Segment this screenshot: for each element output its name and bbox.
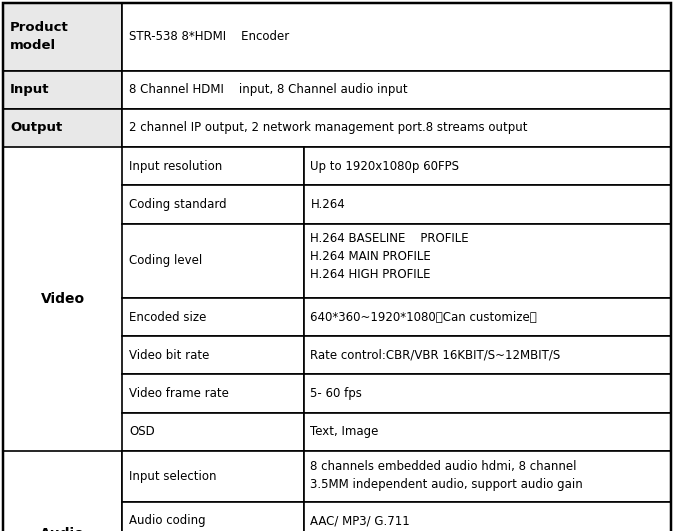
Bar <box>122 185 303 224</box>
Bar <box>122 298 303 336</box>
Text: Input resolution: Input resolution <box>129 160 222 173</box>
Bar <box>122 413 303 451</box>
Text: Audio coding: Audio coding <box>129 515 206 527</box>
Text: AAC/ MP3/ G.711: AAC/ MP3/ G.711 <box>310 515 410 527</box>
Bar <box>122 109 671 147</box>
Bar <box>303 336 671 374</box>
Text: Rate control:CBR/VBR 16KBIT/S~12MBIT/S: Rate control:CBR/VBR 16KBIT/S~12MBIT/S <box>310 349 561 362</box>
Bar <box>122 374 303 413</box>
Text: Video: Video <box>40 292 85 306</box>
Bar <box>3 109 122 147</box>
Text: 8 channels embedded audio hdmi, 8 channel
3.5MM independent audio, support audio: 8 channels embedded audio hdmi, 8 channe… <box>310 460 583 491</box>
Text: 640*360~1920*1080（Can customize）: 640*360~1920*1080（Can customize） <box>310 311 537 323</box>
Bar <box>303 298 671 336</box>
Text: Input selection: Input selection <box>129 470 216 483</box>
Text: H.264 BASELINE    PROFILE
H.264 MAIN PROFILE
H.264 HIGH PROFILE: H.264 BASELINE PROFILE H.264 MAIN PROFIL… <box>310 232 469 281</box>
Bar <box>122 3 671 71</box>
Bar <box>122 336 303 374</box>
Bar <box>122 224 303 298</box>
Text: Video frame rate: Video frame rate <box>129 387 228 400</box>
Text: Up to 1920x1080p 60FPS: Up to 1920x1080p 60FPS <box>310 160 460 173</box>
Text: Coding standard: Coding standard <box>129 198 226 211</box>
Bar <box>303 224 671 298</box>
Bar <box>303 451 671 502</box>
Text: Product
model: Product model <box>10 21 69 52</box>
Text: Text, Image: Text, Image <box>310 425 379 438</box>
Text: Output: Output <box>10 122 63 134</box>
Text: 2 channel IP output, 2 network management port.8 streams output: 2 channel IP output, 2 network managemen… <box>129 122 527 134</box>
Text: OSD: OSD <box>129 425 154 438</box>
Bar <box>303 147 671 185</box>
Bar <box>303 185 671 224</box>
Text: 8 Channel HDMI    input, 8 Channel audio input: 8 Channel HDMI input, 8 Channel audio in… <box>129 83 408 96</box>
Text: 5- 60 fps: 5- 60 fps <box>310 387 362 400</box>
Text: H.264: H.264 <box>310 198 345 211</box>
Text: Coding level: Coding level <box>129 254 202 267</box>
Bar <box>3 451 122 531</box>
Bar <box>3 71 122 109</box>
Bar <box>303 502 671 531</box>
Bar <box>122 71 671 109</box>
Text: Video bit rate: Video bit rate <box>129 349 209 362</box>
Text: Input: Input <box>10 83 50 96</box>
Bar <box>122 502 303 531</box>
Bar <box>122 451 303 502</box>
Text: Encoded size: Encoded size <box>129 311 206 323</box>
Bar <box>122 147 303 185</box>
Bar <box>3 3 122 71</box>
Text: STR-538 8*HDMI    Encoder: STR-538 8*HDMI Encoder <box>129 30 289 43</box>
Text: Audio: Audio <box>40 527 85 531</box>
Bar <box>303 413 671 451</box>
Bar <box>303 374 671 413</box>
